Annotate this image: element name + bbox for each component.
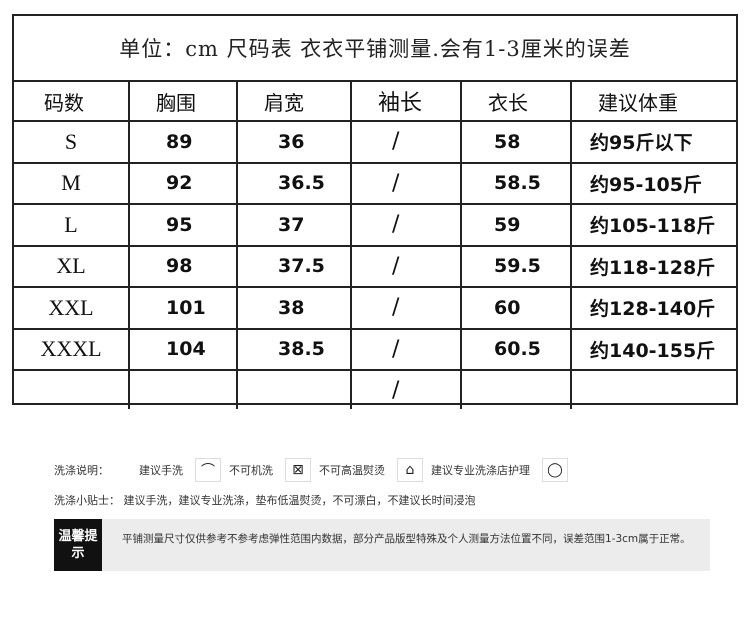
table-cell: 约95斤以下 — [590, 132, 693, 155]
table-row: L 95 37/59 约105-118斤 — [14, 205, 736, 247]
table-cell: S — [14, 122, 130, 162]
header-cell: 袖长 — [352, 82, 462, 120]
table-cell: 59 — [462, 205, 572, 245]
table-row: S 89 36/58 约95斤以下 — [14, 122, 736, 164]
table-cell: / — [352, 329, 462, 369]
table-cell: 58.5 — [462, 163, 572, 203]
care-item-label: 不可机洗 — [229, 464, 273, 477]
table-cell — [462, 371, 572, 409]
table-cell: 约140-155斤 — [590, 339, 716, 362]
table-cell: 约105-118斤 — [590, 215, 716, 238]
table-cell: 约118-128斤 — [590, 256, 716, 279]
header-cell: 码数 — [14, 82, 130, 120]
table-cell: 约95-105斤 — [590, 173, 702, 196]
care-item-label: 建议手洗 — [139, 464, 183, 477]
tips-label: 洗涤小贴士： — [54, 494, 120, 507]
table-row: XXL 101 38/60 约128-140斤 — [14, 288, 736, 330]
table-cell: 38.5 — [238, 329, 352, 369]
table-cell: XL — [14, 246, 130, 286]
hand-wash-icon: ⌒ — [195, 458, 221, 482]
table-cell — [572, 371, 736, 409]
care-item-label: 不可高温熨烫 — [319, 464, 385, 477]
table-cell: 36.5 — [238, 163, 352, 203]
table-cell: 95 — [130, 205, 238, 245]
care-item-label: 建议专业洗涤店护理 — [431, 464, 530, 477]
table-cell — [238, 371, 352, 409]
table-title: 单位：cm 尺码表 衣衣平铺测量.会有1-3厘米的误差 — [14, 16, 736, 82]
table-cell: / — [352, 371, 462, 409]
table-row: / — [14, 371, 736, 409]
header-cell: 肩宽 — [238, 82, 352, 120]
table-cell: M — [14, 163, 130, 203]
reminder-text: 平铺测量尺寸仅供参考不参考虑弹性范围内数据，部分产品版型特殊及个人测量方法位置不… — [122, 533, 691, 545]
table-cell: 98 — [130, 246, 238, 286]
table-cell: 101 — [130, 288, 238, 328]
table-cell: 37 — [238, 205, 352, 245]
size-chart-table: 单位：cm 尺码表 衣衣平铺测量.会有1-3厘米的误差 码数 胸围 肩宽 袖长 … — [12, 14, 738, 409]
table-cell: XXL — [14, 288, 130, 328]
table-cell — [130, 371, 238, 409]
table-cell: 92 — [130, 163, 238, 203]
table-cell: L — [14, 205, 130, 245]
reminder-box: 温馨提示 平铺测量尺寸仅供参考不参考虑弹性范围内数据，部分产品版型特殊及个人测量… — [54, 519, 710, 571]
header-row: 码数 胸围 肩宽 袖长 衣长 建议体重 — [14, 82, 736, 122]
washing-tips: 洗涤小贴士： 建议手洗，建议专业洗涤，垫布低温熨烫，不可漂白，不建议长时间浸泡 — [54, 492, 476, 508]
reminder-label: 温馨提示 — [54, 519, 102, 571]
table-row: XXXL 104 38.5/60.5 约140-155斤 — [14, 329, 736, 371]
dry-clean-icon: ◯ — [542, 458, 568, 482]
table-row: M 92 36.5/58.5 约95-105斤 — [14, 163, 736, 205]
table-cell: 104 — [130, 329, 238, 369]
tips-text: 建议手洗，建议专业洗涤，垫布低温熨烫，不可漂白，不建议长时间浸泡 — [123, 494, 476, 507]
table-cell: 37.5 — [238, 246, 352, 286]
table-row: XL 98 37.5/59.5 约118-128斤 — [14, 246, 736, 288]
header-cell: 建议体重 — [598, 90, 678, 115]
care-label: 洗涤说明： — [54, 464, 109, 477]
header-cell: 衣长 — [462, 82, 572, 120]
table-cell: 36 — [238, 122, 352, 162]
table-cell: / — [352, 163, 462, 203]
table-cell: 89 — [130, 122, 238, 162]
table-cell: 59.5 — [462, 246, 572, 286]
low-iron-icon: ⌂ — [397, 458, 423, 482]
care-instructions: 洗涤说明： 建议手洗 ⌒ 不可机洗 ⊠ 不可高温熨烫 ⌂ 建议专业洗涤店护理 ◯ — [54, 458, 576, 482]
table-cell: 38 — [238, 288, 352, 328]
table-cell: / — [352, 205, 462, 245]
table-cell — [14, 371, 130, 409]
table-cell: 58 — [462, 122, 572, 162]
table-cell: 约128-140斤 — [590, 298, 716, 321]
table-cell: / — [352, 122, 462, 162]
table-cell: XXXL — [14, 329, 130, 369]
table-cell: / — [352, 246, 462, 286]
header-cell: 胸围 — [130, 82, 238, 120]
table-cell: / — [352, 288, 462, 328]
table-cell: 60.5 — [462, 329, 572, 369]
table-cell: 60 — [462, 288, 572, 328]
no-machine-wash-icon: ⊠ — [285, 458, 311, 482]
